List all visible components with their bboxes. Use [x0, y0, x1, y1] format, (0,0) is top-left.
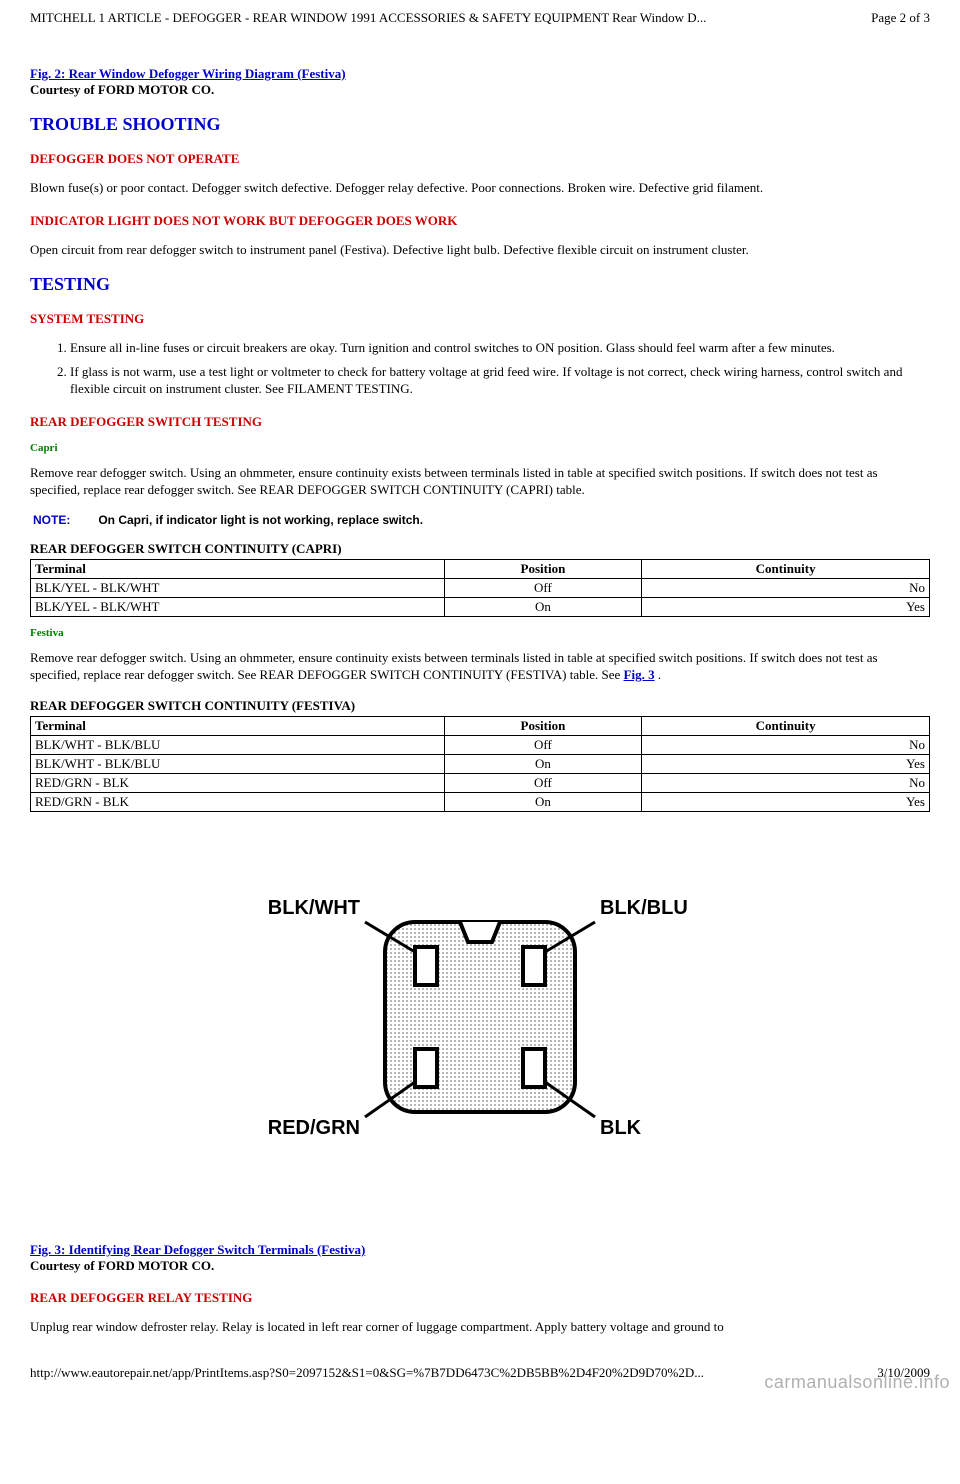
fig3-link[interactable]: Fig. 3: Identifying Rear Defogger Switch… [30, 1242, 365, 1257]
fig2-block: Fig. 2: Rear Window Defogger Wiring Diag… [30, 66, 930, 98]
table-header: Terminal [31, 716, 445, 735]
step-2: If glass is not warm, use a test light o… [70, 363, 930, 398]
diagram-label-tr: BLK/BLU [600, 897, 688, 919]
table-cell: Yes [642, 597, 930, 616]
fig2-courtesy: Courtesy of FORD MOTOR CO. [30, 82, 214, 97]
table-header: Terminal [31, 559, 445, 578]
festiva-body-pre: Remove rear defogger switch. Using an oh… [30, 650, 878, 683]
table-row: BLK/WHT - BLK/BLUOnYes [31, 754, 930, 773]
table-cell: Yes [642, 754, 930, 773]
table-cell: RED/GRN - BLK [31, 792, 445, 811]
table-cell: BLK/WHT - BLK/BLU [31, 735, 445, 754]
note-row: NOTE: On Capri, if indicator light is no… [33, 513, 930, 527]
system-testing-steps: Ensure all in-line fuses or circuit brea… [30, 339, 930, 398]
table-header: Continuity [642, 559, 930, 578]
capri-table-title: REAR DEFOGGER SWITCH CONTINUITY (CAPRI) [30, 541, 930, 557]
table-cell: No [642, 578, 930, 597]
table-row: RED/GRN - BLKOnYes [31, 792, 930, 811]
capri-body: Remove rear defogger switch. Using an oh… [30, 464, 930, 499]
defogger-not-operate-body: Blown fuse(s) or poor contact. Defogger … [30, 179, 930, 197]
switch-terminal-diagram: BLK/WHT BLK/BLU RED/GRN BLK [230, 872, 730, 1152]
header-page: Page 2 of 3 [871, 10, 930, 26]
festiva-body-post: . [655, 667, 662, 682]
table-cell: BLK/YEL - BLK/WHT [31, 578, 445, 597]
table-cell: Off [444, 773, 642, 792]
table-cell: BLK/YEL - BLK/WHT [31, 597, 445, 616]
capri-subheading: Capri [30, 442, 930, 454]
indicator-light-body: Open circuit from rear defogger switch t… [30, 241, 930, 259]
step-1: Ensure all in-line fuses or circuit brea… [70, 339, 930, 357]
footer-url: http://www.eautorepair.net/app/PrintItem… [30, 1365, 704, 1381]
fig2-link[interactable]: Fig. 2: Rear Window Defogger Wiring Diag… [30, 66, 346, 81]
table-cell: Off [444, 735, 642, 754]
relay-testing-heading: REAR DEFOGGER RELAY TESTING [30, 1290, 930, 1306]
table-cell: Yes [642, 792, 930, 811]
trouble-shooting-heading: TROUBLE SHOOTING [30, 114, 930, 135]
fig3-inline-link[interactable]: Fig. 3 [624, 667, 655, 682]
header-title: MITCHELL 1 ARTICLE - DEFOGGER - REAR WIN… [30, 10, 706, 26]
table-header: Position [444, 716, 642, 735]
table-cell: On [444, 792, 642, 811]
table-header: Continuity [642, 716, 930, 735]
indicator-light-heading: INDICATOR LIGHT DOES NOT WORK BUT DEFOGG… [30, 213, 930, 229]
defogger-not-operate-heading: DEFOGGER DOES NOT OPERATE [30, 151, 930, 167]
table-row: RED/GRN - BLKOffNo [31, 773, 930, 792]
testing-heading: TESTING [30, 274, 930, 295]
table-cell: Off [444, 578, 642, 597]
diagram-svg: BLK/WHT BLK/BLU RED/GRN BLK [230, 872, 730, 1152]
table-cell: BLK/WHT - BLK/BLU [31, 754, 445, 773]
festiva-table: TerminalPositionContinuityBLK/WHT - BLK/… [30, 716, 930, 812]
page-header: MITCHELL 1 ARTICLE - DEFOGGER - REAR WIN… [30, 10, 930, 26]
festiva-table-title: REAR DEFOGGER SWITCH CONTINUITY (FESTIVA… [30, 698, 930, 714]
capri-table: TerminalPositionContinuityBLK/YEL - BLK/… [30, 559, 930, 617]
table-cell: No [642, 773, 930, 792]
festiva-body: Remove rear defogger switch. Using an oh… [30, 649, 930, 684]
fig3-courtesy: Courtesy of FORD MOTOR CO. [30, 1258, 214, 1273]
fig3-block: Fig. 3: Identifying Rear Defogger Switch… [30, 1242, 930, 1274]
switch-testing-heading: REAR DEFOGGER SWITCH TESTING [30, 414, 930, 430]
table-header: Position [444, 559, 642, 578]
watermark: carmanualsonline.info [764, 1372, 950, 1393]
diagram-label-br: BLK [600, 1117, 642, 1139]
diagram-label-bl: RED/GRN [268, 1117, 360, 1139]
table-cell: On [444, 597, 642, 616]
note-label: NOTE: [33, 513, 70, 527]
festiva-subheading: Festiva [30, 627, 930, 639]
table-cell: No [642, 735, 930, 754]
relay-testing-body: Unplug rear window defroster relay. Rela… [30, 1318, 930, 1336]
table-row: BLK/YEL - BLK/WHTOnYes [31, 597, 930, 616]
table-row: BLK/YEL - BLK/WHTOffNo [31, 578, 930, 597]
table-cell: RED/GRN - BLK [31, 773, 445, 792]
table-cell: On [444, 754, 642, 773]
system-testing-heading: SYSTEM TESTING [30, 311, 930, 327]
table-row: BLK/WHT - BLK/BLUOffNo [31, 735, 930, 754]
diagram-label-tl: BLK/WHT [268, 897, 360, 919]
note-text: On Capri, if indicator light is not work… [98, 513, 423, 527]
